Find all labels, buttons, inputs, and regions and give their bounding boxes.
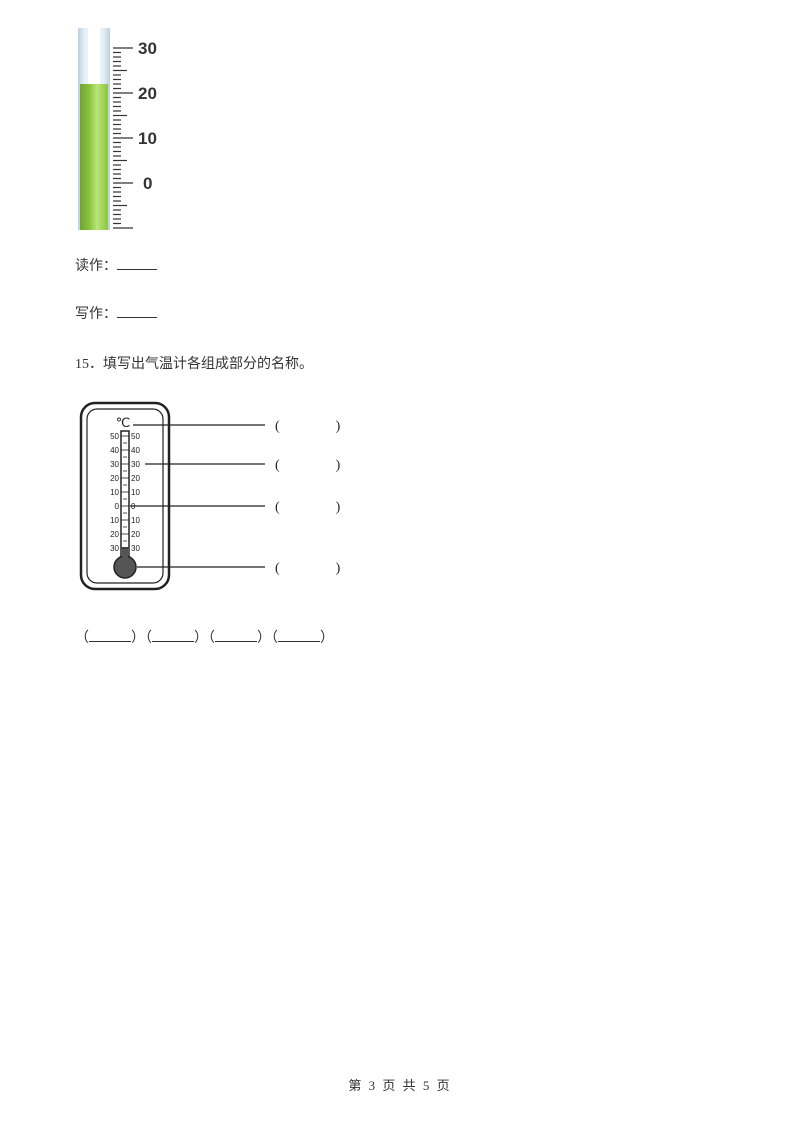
svg-text:40: 40 (110, 446, 119, 455)
page-footer: 第 3 页 共 5 页 (0, 1075, 800, 1094)
read-as-row: 读作： (75, 256, 725, 278)
svg-text:20: 20 (110, 530, 119, 539)
svg-text:40: 40 (131, 446, 140, 455)
svg-text:20: 20 (131, 530, 140, 539)
svg-text:20: 20 (131, 474, 140, 483)
blank-1[interactable] (89, 629, 131, 642)
write-as-row: 写作： (75, 304, 725, 326)
svg-text:0: 0 (115, 502, 120, 511)
q15-text: 填写出气温计各组成部分的名称。 (103, 357, 313, 372)
svg-text:20: 20 (110, 474, 119, 483)
question-15: 15．填写出气温计各组成部分的名称。 (75, 353, 725, 373)
blank-2[interactable] (152, 629, 194, 642)
svg-text:30: 30 (131, 544, 140, 553)
thermometer-diagram: ℃ 50 40 30 20 10 0 10 20 30 50 40 (75, 397, 375, 597)
read-label: 读作： (75, 259, 117, 274)
svg-text:10: 10 (110, 488, 119, 497)
write-blank[interactable] (117, 306, 157, 319)
blank-3[interactable] (215, 629, 257, 642)
read-blank[interactable] (117, 257, 157, 270)
svg-text:10: 10 (131, 488, 140, 497)
svg-text:10: 10 (131, 516, 140, 525)
callout-2: ( ) (275, 458, 341, 473)
callout-1: ( ) (275, 419, 341, 434)
q15-number: 15． (75, 357, 103, 372)
scale-label-10: 10 (138, 129, 157, 148)
svg-text:30: 30 (110, 460, 119, 469)
svg-text:30: 30 (110, 544, 119, 553)
thermometer-color: 30 20 10 0 (75, 28, 180, 230)
callout-3: ( ) (275, 500, 341, 515)
svg-text:10: 10 (110, 516, 119, 525)
svg-text:50: 50 (110, 432, 119, 441)
write-label: 写作： (75, 307, 117, 322)
callout-4: ( ) (275, 561, 341, 576)
svg-text:50: 50 (131, 432, 140, 441)
scale-label-20: 20 (138, 84, 157, 103)
unit-label: ℃ (116, 415, 131, 430)
scale-label-0: 0 (143, 174, 152, 193)
svg-text:30: 30 (131, 460, 140, 469)
answer-blanks-row: （）（）（）（） (75, 627, 725, 647)
scale-label-30: 30 (138, 39, 157, 58)
blank-4[interactable] (278, 629, 320, 642)
